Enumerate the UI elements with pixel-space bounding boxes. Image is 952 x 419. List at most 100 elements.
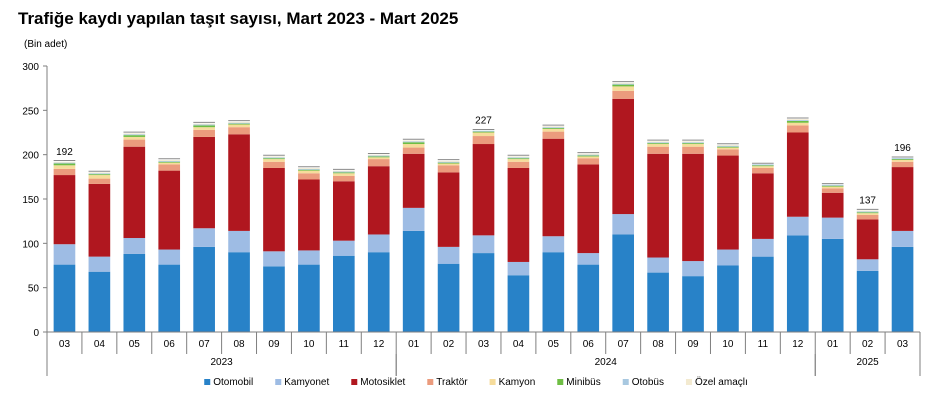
bar-segment bbox=[158, 170, 181, 250]
bar-segment bbox=[542, 252, 565, 332]
bar-segment bbox=[542, 128, 565, 132]
legend-label: Minibüs bbox=[566, 377, 600, 388]
bar-segment bbox=[158, 264, 181, 332]
x-axis: 03 04 05 06 07 08 09 10 11 12 01 02 03 04 05 06 07 08 09 10… bbox=[46, 331, 921, 376]
bar-segment bbox=[891, 161, 914, 168]
bar-segment bbox=[507, 161, 530, 168]
bar-segment bbox=[53, 163, 76, 166]
bar-segment bbox=[507, 275, 530, 332]
x-tick-label: 06 bbox=[164, 339, 176, 350]
bar-segment bbox=[577, 264, 600, 332]
bar-segment bbox=[891, 167, 914, 231]
bar-segment bbox=[158, 159, 181, 161]
bar-segment bbox=[577, 158, 600, 165]
x-tick-label: 01 bbox=[827, 339, 839, 350]
x-tick-label: 05 bbox=[129, 339, 141, 350]
bar-segment bbox=[437, 161, 460, 163]
bar-segment bbox=[402, 144, 425, 148]
bar-segment bbox=[88, 183, 111, 257]
bar-segment bbox=[437, 165, 460, 173]
bar-segment bbox=[717, 144, 739, 146]
legend-item: Kamyonet bbox=[275, 377, 329, 388]
bar-segment bbox=[263, 158, 285, 160]
bar-segment bbox=[717, 149, 739, 156]
y-tick-label: 50 bbox=[28, 284, 40, 295]
bar-segment bbox=[123, 134, 146, 136]
bar-segment bbox=[682, 261, 704, 277]
bar-segment bbox=[437, 163, 460, 166]
bar-segment bbox=[193, 136, 215, 229]
bar-segment bbox=[507, 156, 530, 158]
bar-segment bbox=[612, 82, 635, 84]
legend-swatch bbox=[275, 379, 282, 385]
legend-item: Otobüs bbox=[622, 377, 664, 388]
bar-segment bbox=[542, 126, 565, 128]
bar-segment bbox=[821, 184, 844, 186]
bar-segment bbox=[437, 160, 460, 162]
bar-segment bbox=[228, 230, 250, 253]
bar-segment bbox=[88, 174, 111, 176]
x-tick-label: 06 bbox=[583, 339, 595, 350]
bar-segment bbox=[647, 143, 669, 145]
bar-segment bbox=[332, 171, 355, 173]
bar-segment bbox=[367, 156, 390, 158]
bar-segment bbox=[437, 246, 460, 264]
x-tick-label: 11 bbox=[758, 339, 769, 350]
x-tick-label: 08 bbox=[233, 339, 245, 350]
bar-segment bbox=[752, 238, 774, 257]
bar-segment bbox=[298, 179, 320, 251]
bar-segment bbox=[752, 164, 774, 166]
bar-segment bbox=[507, 167, 530, 262]
bar-segment bbox=[53, 175, 76, 245]
bar-segment bbox=[193, 246, 215, 332]
bar-segment bbox=[158, 161, 181, 163]
bar-segment bbox=[752, 166, 774, 168]
bar-segment bbox=[228, 127, 250, 135]
bar-segment bbox=[402, 142, 425, 145]
y-tick-label: 200 bbox=[22, 151, 39, 162]
bar-segment bbox=[472, 131, 495, 133]
bar-segment bbox=[332, 255, 355, 332]
bar-segment bbox=[437, 263, 460, 332]
bar-segment bbox=[472, 136, 495, 145]
bar-segment bbox=[123, 139, 146, 147]
x-tick-label: 08 bbox=[653, 339, 665, 350]
bar-segment bbox=[193, 127, 215, 130]
bar-segment bbox=[158, 160, 181, 162]
bar-segment bbox=[193, 123, 215, 125]
bar-segment bbox=[752, 167, 774, 174]
bar-segment bbox=[856, 219, 879, 260]
legend-item: Kamyon bbox=[489, 377, 535, 388]
bar-segment bbox=[786, 216, 809, 236]
bar-segment bbox=[612, 86, 635, 91]
x-tick-label: 02 bbox=[862, 339, 874, 350]
bar-segment bbox=[717, 146, 739, 148]
bar-segment bbox=[367, 154, 390, 156]
bar-segment bbox=[682, 143, 704, 145]
bar-segment bbox=[88, 175, 111, 179]
legend-swatch bbox=[351, 379, 358, 385]
bar-segment bbox=[891, 159, 914, 162]
bar-segment bbox=[228, 124, 250, 128]
bar-segment bbox=[612, 98, 635, 215]
bar-segment bbox=[682, 144, 704, 147]
legend-label: Motosiklet bbox=[360, 377, 405, 388]
legend-label: Otomobil bbox=[213, 377, 253, 388]
legend-item: Otomobil bbox=[204, 377, 253, 388]
bars-group bbox=[53, 81, 914, 332]
legend-label: Kamyonet bbox=[284, 377, 329, 388]
bar-segment bbox=[612, 234, 635, 332]
bar-segment bbox=[786, 122, 809, 126]
bar-segment bbox=[332, 170, 355, 172]
bar-segment bbox=[53, 161, 76, 163]
bar-segment bbox=[891, 159, 914, 160]
bar-segment bbox=[647, 257, 669, 273]
x-tick-label: 11 bbox=[339, 339, 350, 350]
legend-item: Motosiklet bbox=[351, 377, 406, 388]
bar-segment bbox=[298, 167, 320, 169]
bar-segment bbox=[367, 234, 390, 253]
bar-segment bbox=[856, 212, 879, 214]
bar-segment bbox=[542, 131, 565, 139]
bar-segment bbox=[891, 230, 914, 247]
bar-segment bbox=[263, 157, 285, 159]
